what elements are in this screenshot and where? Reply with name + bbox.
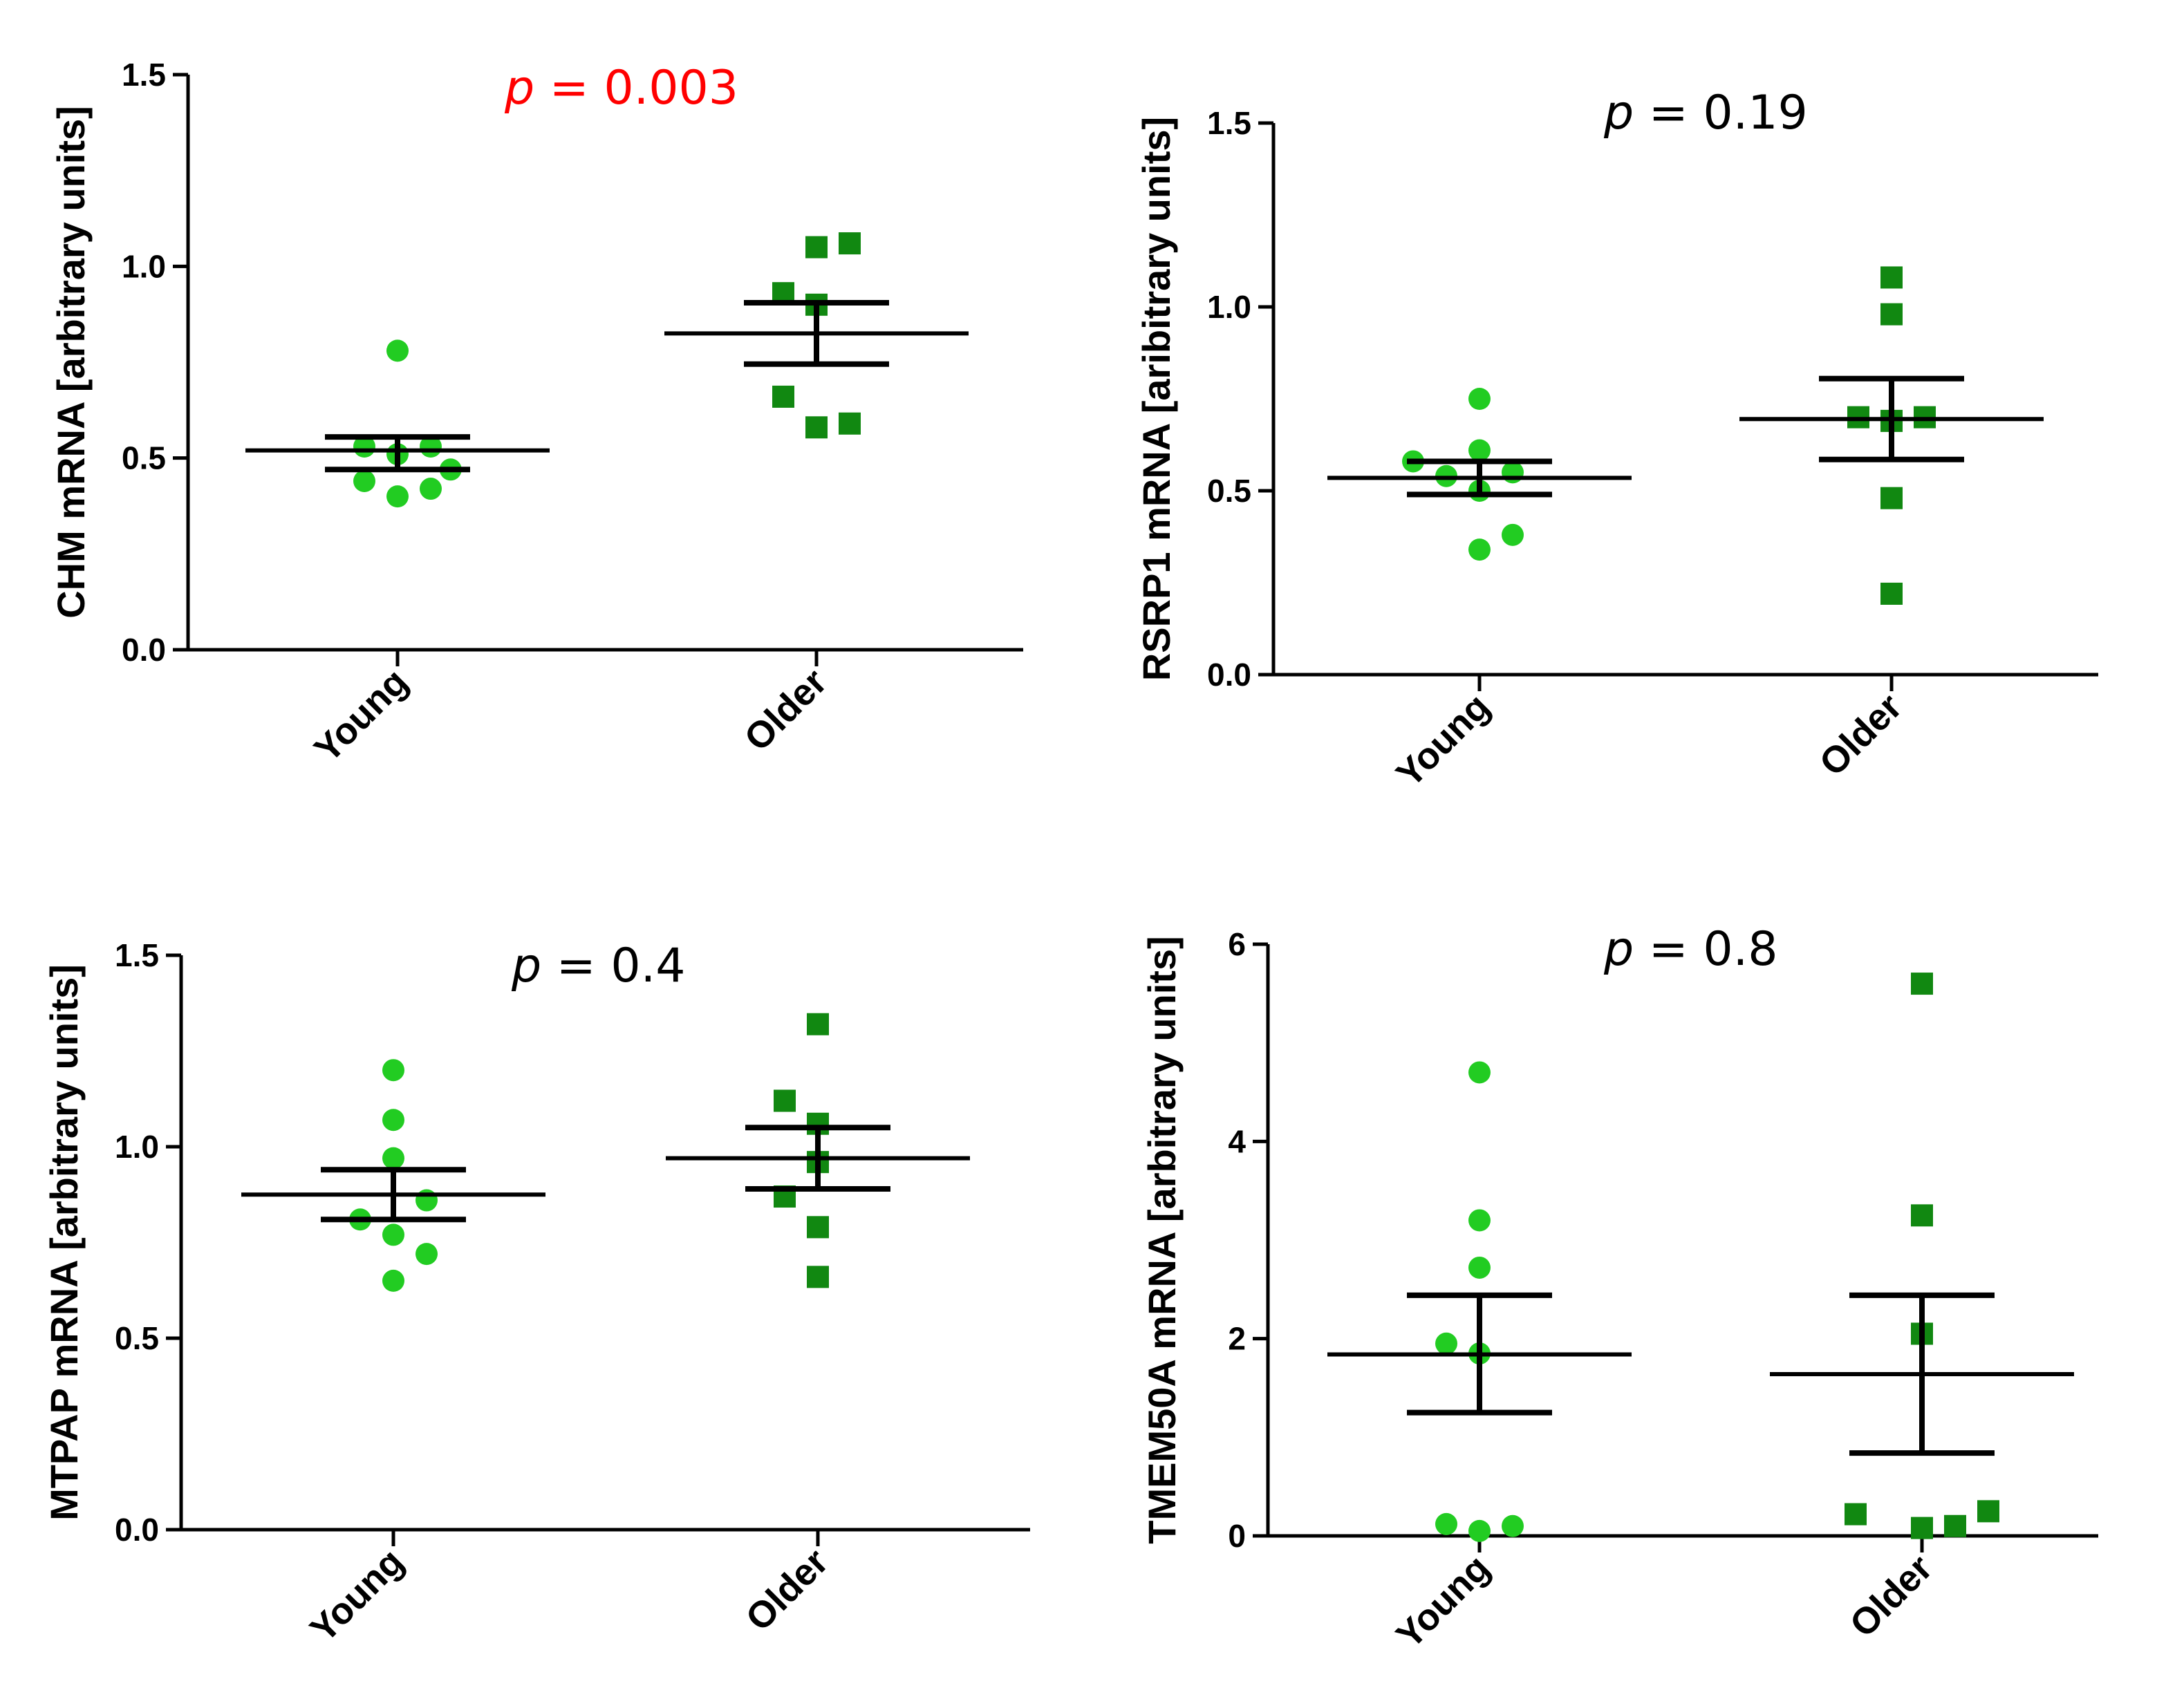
series-older — [1739, 266, 2044, 605]
data-point — [805, 416, 828, 439]
x-category-label: Young — [1388, 686, 1497, 795]
data-point — [807, 1013, 829, 1035]
p-value-label: p = 0.4 — [511, 939, 686, 993]
series-older — [666, 1013, 970, 1288]
p-value-label: p = 0.003 — [504, 61, 738, 115]
series-young — [1327, 1061, 1632, 1542]
data-point — [1468, 439, 1491, 462]
data-point — [386, 485, 409, 508]
data-point — [805, 236, 828, 259]
data-point — [839, 412, 861, 435]
data-point — [386, 339, 409, 362]
p-value-label: p = 0.19 — [1603, 86, 1808, 140]
data-point — [353, 469, 375, 492]
y-tick-label: 1.5 — [122, 57, 166, 93]
y-axis-label: TMEM50A mRNA [arbitrary units] — [1140, 936, 1184, 1544]
data-point — [772, 385, 794, 408]
data-point — [1468, 538, 1491, 561]
data-point — [1468, 1061, 1491, 1084]
x-category-label: Older — [738, 1541, 836, 1639]
y-axis-label: MTPAP mRNA [arbitrary units] — [42, 964, 86, 1521]
x-category-label: Older — [736, 661, 834, 759]
data-point — [382, 1223, 404, 1246]
data-point — [1880, 266, 1903, 289]
y-tick-label: 2 — [1228, 1321, 1246, 1357]
y-tick-label: 1.5 — [1207, 105, 1251, 141]
data-point — [1468, 1209, 1491, 1232]
y-tick-label: 6 — [1228, 926, 1246, 962]
y-axis-label: RSRP1 mRNA [aribitrary units] — [1135, 117, 1178, 681]
series-older — [1770, 973, 2074, 1539]
x-category-label: Older — [1811, 686, 1910, 784]
data-point — [1468, 1256, 1491, 1279]
y-tick-label: 0.5 — [122, 440, 166, 476]
data-point — [1944, 1514, 1966, 1537]
y-axis-label: CHM mRNA [arbitrary units] — [49, 106, 93, 619]
panel-4: 0 2 4 6 TMEM50A mRNA [arbitrary units] Young O… — [1140, 922, 2098, 1656]
y-tick-label: 1.0 — [1207, 289, 1251, 325]
data-point — [1435, 1332, 1457, 1355]
data-point — [1845, 1503, 1867, 1526]
data-point — [1502, 523, 1524, 546]
data-point — [1911, 1204, 1933, 1227]
data-point — [416, 1243, 438, 1266]
p-value-label: p = 0.8 — [1603, 922, 1778, 977]
y-tick-label: 1.0 — [115, 1129, 159, 1165]
data-point — [1502, 1514, 1524, 1537]
series-older — [664, 232, 969, 439]
data-point — [1880, 582, 1903, 605]
data-point — [774, 1089, 796, 1112]
data-point — [382, 1109, 404, 1132]
data-point — [1911, 1517, 1933, 1539]
data-point — [1880, 303, 1903, 326]
data-point — [1435, 1512, 1457, 1535]
x-category-label: Young — [306, 661, 416, 770]
panel-1: 0.0 0.5 1.0 1.5 CHM mRNA [arbitrary units] Yo… — [49, 57, 1023, 770]
y-tick-label: 0.5 — [1207, 473, 1251, 509]
y-tick-label: 0.0 — [122, 632, 166, 668]
series-young — [245, 339, 550, 508]
y-tick-label: 0 — [1228, 1518, 1246, 1554]
y-tick-label: 1.5 — [115, 937, 159, 973]
data-point — [382, 1059, 404, 1082]
data-point — [1911, 973, 1933, 995]
x-category-label: Young — [302, 1541, 411, 1650]
data-point — [1977, 1500, 1999, 1523]
series-young — [1327, 388, 1632, 561]
panel-2: 0.0 0.5 1.0 1.5 RSRP1 mRNA [aribitrary units… — [1135, 86, 2098, 795]
data-point — [839, 232, 861, 255]
y-tick-label: 4 — [1228, 1123, 1246, 1159]
data-point — [807, 1266, 829, 1288]
y-tick-label: 0.5 — [115, 1320, 159, 1356]
data-point — [1468, 1519, 1491, 1542]
data-point — [382, 1269, 404, 1292]
y-tick-label: 0.0 — [1207, 657, 1251, 693]
data-point — [382, 1147, 404, 1170]
y-tick-label: 0.0 — [115, 1512, 159, 1548]
data-point — [1468, 388, 1491, 410]
data-point — [1880, 487, 1903, 509]
data-point — [807, 1216, 829, 1239]
y-tick-label: 1.0 — [122, 248, 166, 284]
panel-3: 0.0 0.5 1.0 1.5 MTPAP mRNA [arbitrary units]… — [42, 937, 1030, 1650]
x-category-label: Young — [1388, 1547, 1497, 1656]
series-young — [241, 1059, 545, 1292]
data-point — [420, 478, 442, 500]
data-point — [1502, 461, 1524, 484]
x-category-label: Older — [1842, 1547, 1940, 1645]
